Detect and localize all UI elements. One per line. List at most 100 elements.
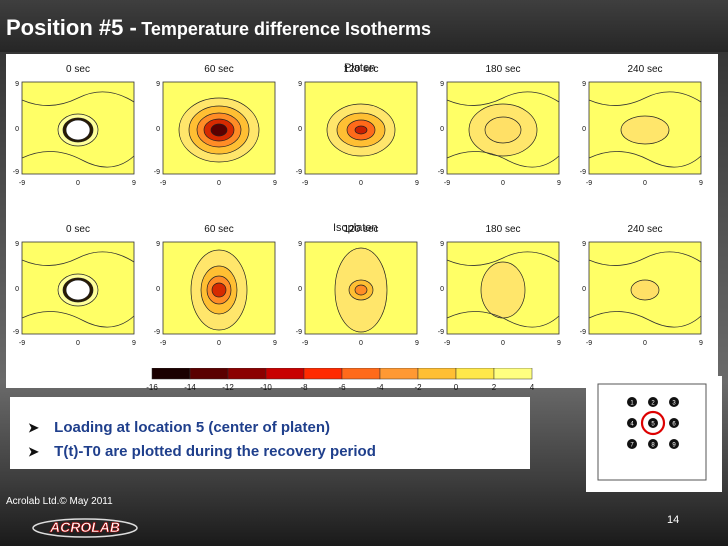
x-tick-label: 0 <box>359 340 363 347</box>
contour-plot: -9 0 9 9 0 -9 <box>154 241 277 347</box>
y-tick-label: 9 <box>582 241 586 248</box>
x-tick-label: 9 <box>557 340 561 347</box>
y-tick-label: 0 <box>582 286 586 293</box>
location-marker <box>669 418 679 428</box>
contour-plot: -9 0 9 9 0 -9 <box>154 81 277 187</box>
isotherm-contour <box>484 116 522 144</box>
edge-contour <box>446 91 560 168</box>
y-tick-label: -9 <box>154 169 160 176</box>
x-tick-label: -9 <box>302 340 308 347</box>
edge-contour <box>588 91 702 168</box>
y-tick-label: 0 <box>440 126 444 133</box>
y-tick-label: 0 <box>298 286 302 293</box>
x-tick-label: 0 <box>643 180 647 187</box>
y-tick-label: 0 <box>298 126 302 133</box>
y-tick-label: 0 <box>15 286 19 293</box>
y-tick-label: -9 <box>296 169 302 176</box>
location-number: 8 <box>651 443 655 449</box>
y-tick-label: -9 <box>154 329 160 336</box>
contour-panel: 0 sec -9 0 9 9 0 -9 <box>8 64 148 205</box>
colorbar: -16 -14 -12 -10 -8 -6 -4 -2 0 2 4 <box>146 368 535 392</box>
y-tick-label: 9 <box>156 241 160 248</box>
x-tick-label: -9 <box>160 180 166 187</box>
contour-panel: 240 sec -9 0 9 9 0 -9 <box>575 64 715 205</box>
panel-time-label: 180 sec <box>485 64 521 75</box>
isotherm-contour <box>65 279 91 301</box>
y-tick-label: -9 <box>13 169 19 176</box>
x-tick-label: -9 <box>586 340 592 347</box>
x-tick-label: 0 <box>643 340 647 347</box>
location-number: 6 <box>672 422 676 428</box>
colorbar-tick-label: -16 <box>146 383 158 392</box>
location-marker <box>648 397 658 407</box>
x-tick-label: -9 <box>444 180 450 187</box>
location-marker <box>627 439 637 449</box>
y-tick-label: 0 <box>582 126 586 133</box>
y-tick-label: 0 <box>156 286 160 293</box>
location-marker <box>669 439 679 449</box>
y-tick-label: 9 <box>582 81 586 88</box>
bullet-box: ➤ Loading at location 5 (center of plate… <box>10 397 530 469</box>
edge-contour <box>21 91 135 168</box>
colorbar-swatch <box>265 368 305 380</box>
slide-title: Position #5 - Temperature difference Iso… <box>6 15 431 41</box>
panel-time-label: 240 sec <box>627 64 663 75</box>
arrow-bullet-icon: ➤ <box>28 420 39 435</box>
plot-area <box>588 241 702 335</box>
y-tick-label: 0 <box>15 126 19 133</box>
contour-plot: -9 0 9 9 0 -9 <box>13 241 136 347</box>
contour-plot: -9 0 9 9 0 -9 <box>13 81 136 187</box>
colorbar-tick-label: -12 <box>222 383 234 392</box>
x-tick-label: 0 <box>217 340 221 347</box>
y-tick-label: 9 <box>15 241 19 248</box>
location-number: 7 <box>630 443 634 449</box>
isotherm-contour <box>480 261 526 319</box>
y-tick-label: 0 <box>156 126 160 133</box>
y-tick-label: 9 <box>298 81 302 88</box>
x-tick-label: 9 <box>273 180 277 187</box>
x-tick-label: 9 <box>699 180 703 187</box>
x-tick-label: -9 <box>444 340 450 347</box>
y-tick-label: 9 <box>298 241 302 248</box>
colorbar-tick-label: 4 <box>530 383 535 392</box>
title-subtitle: Temperature difference Isotherms <box>141 19 432 39</box>
panel-time-label: 60 sec <box>204 224 234 235</box>
bullet-item: ➤ Loading at location 5 (center of plate… <box>28 419 330 436</box>
bullet-text: Loading at location 5 (center of platen) <box>54 419 331 436</box>
panel-time-label: 0 sec <box>66 64 90 75</box>
x-tick-label: -9 <box>19 180 25 187</box>
x-tick-label: 9 <box>273 340 277 347</box>
x-tick-label: 0 <box>501 180 505 187</box>
contour-panel: 0 sec -9 0 9 9 0 -9 <box>8 224 148 365</box>
colorbar-tick-label: 2 <box>492 383 497 392</box>
y-tick-label: 9 <box>440 81 444 88</box>
location-marker <box>627 397 637 407</box>
platen-location-diagram: 1 2 3 4 5 6 7 8 9 <box>586 376 722 492</box>
row-label-platen: Platen <box>344 62 376 74</box>
colorbar-swatch <box>151 368 191 380</box>
x-tick-label: -9 <box>160 340 166 347</box>
y-tick-label: 9 <box>156 81 160 88</box>
x-tick-label: -9 <box>586 180 592 187</box>
isotherm-contour <box>211 282 227 298</box>
panel-time-label: 0 sec <box>66 224 90 235</box>
x-tick-label: -9 <box>19 340 25 347</box>
x-tick-label: 9 <box>415 180 419 187</box>
location-marker <box>669 397 679 407</box>
isotherm-figure: Platen Isoplaten 0 sec -9 0 9 9 0 -9 60 sec -9 0 9… <box>6 54 718 392</box>
title-bar: Position #5 - Temperature difference Iso… <box>0 0 728 52</box>
edge-contour <box>446 251 560 328</box>
x-tick-label: 0 <box>76 180 80 187</box>
colorbar-tick-label: 0 <box>454 383 459 392</box>
footer-copyright: Acrolab Ltd.© May 2011 <box>6 496 113 507</box>
panel-time-label: 60 sec <box>204 64 234 75</box>
contour-panel: 120 sec -9 0 9 9 0 -9 <box>291 64 431 205</box>
x-tick-label: 9 <box>415 340 419 347</box>
bullet-item: ➤ T(t)-T0 are plotted during the recover… <box>28 443 376 460</box>
x-tick-label: 9 <box>132 340 136 347</box>
colorbar-tick-label: -4 <box>376 383 384 392</box>
contour-panel: 120 sec -9 0 9 9 0 -9 <box>291 224 431 365</box>
contour-panel: 240 sec -9 0 9 9 0 -9 <box>575 224 715 365</box>
location-number: 1 <box>630 401 634 407</box>
y-tick-label: -9 <box>580 329 586 336</box>
